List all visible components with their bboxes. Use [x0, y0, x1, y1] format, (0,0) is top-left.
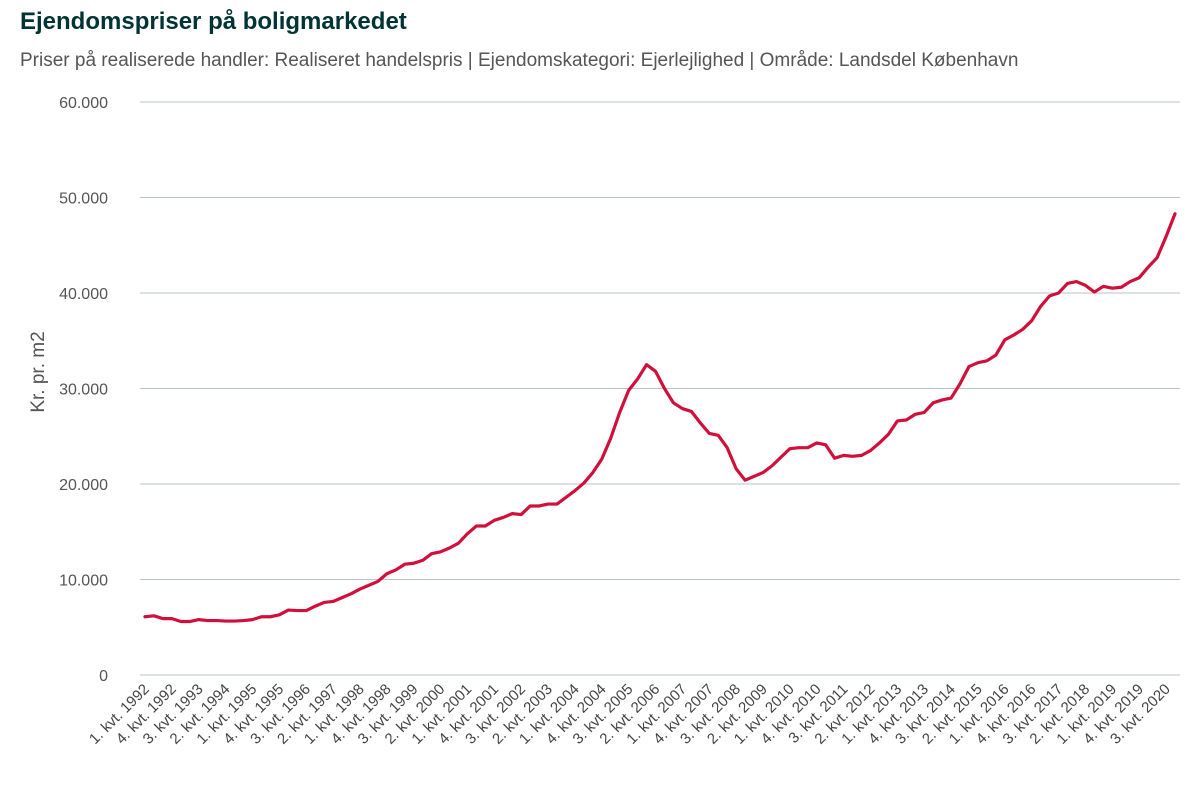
- y-tick-label: 40.000: [59, 286, 108, 303]
- y-tick-label: 30.000: [59, 382, 108, 399]
- series-group: [143, 212, 1177, 624]
- grid-lines: [140, 101, 1180, 676]
- y-tick-label: 60.000: [59, 95, 108, 112]
- y-tick-label: 50.000: [59, 191, 108, 208]
- y-tick-label: 20.000: [59, 477, 108, 494]
- y-axis-ticks: 0 10.000 20.000 30.000 40.000 50.000 60.000: [59, 95, 108, 685]
- series-line: [143, 212, 1177, 624]
- chart-subtitle: Priser på realiserede handler: Realisere…: [20, 50, 1019, 71]
- y-tick-label: 10.000: [59, 573, 108, 590]
- y-axis-label: Kr. pr. m2: [28, 331, 49, 412]
- y-tick-label: 0: [99, 668, 108, 685]
- chart-title: Ejendomspriser på boligmarkedet: [20, 8, 407, 35]
